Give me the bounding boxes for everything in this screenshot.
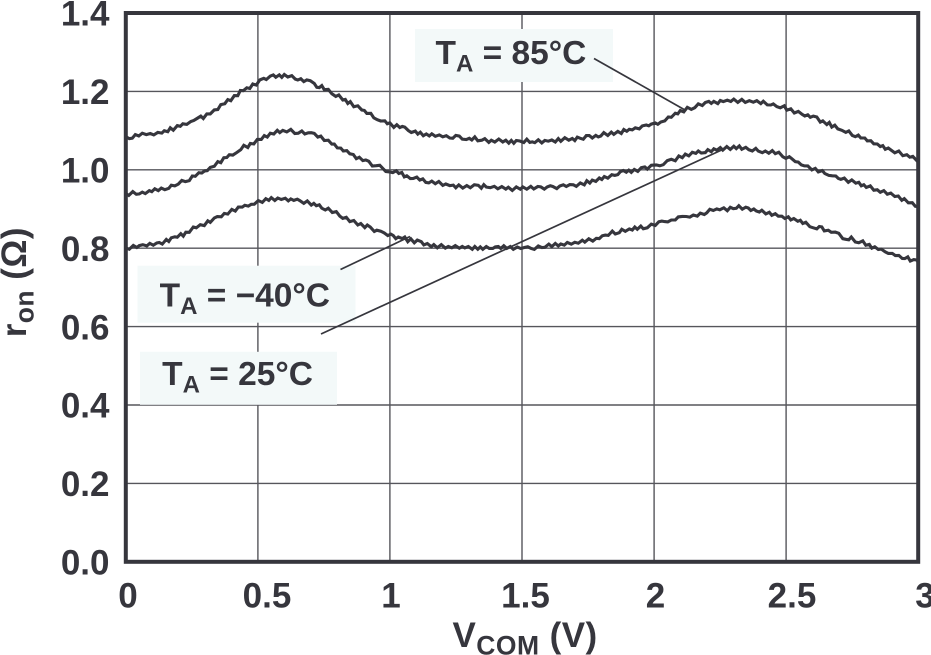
svg-text:2.5: 2.5 (768, 577, 817, 616)
svg-text:0.2: 0.2 (61, 465, 110, 504)
svg-text:0.8: 0.8 (61, 230, 110, 269)
svg-text:2: 2 (646, 577, 665, 616)
svg-text:0.5: 0.5 (243, 577, 292, 616)
svg-text:ron (Ω): ron (Ω) (0, 227, 40, 337)
svg-text:0.0: 0.0 (61, 544, 110, 583)
svg-text:0: 0 (118, 577, 137, 616)
svg-text:1.0: 1.0 (61, 152, 110, 191)
svg-text:3: 3 (915, 577, 931, 616)
svg-text:0.4: 0.4 (61, 387, 110, 426)
svg-text:1.5: 1.5 (501, 577, 550, 616)
svg-text:1.2: 1.2 (61, 73, 110, 112)
svg-text:1: 1 (381, 577, 400, 616)
svg-text:1.4: 1.4 (61, 0, 110, 34)
svg-text:0.6: 0.6 (61, 308, 110, 347)
svg-text:TA = 25°C: TA = 25°C (162, 356, 313, 399)
